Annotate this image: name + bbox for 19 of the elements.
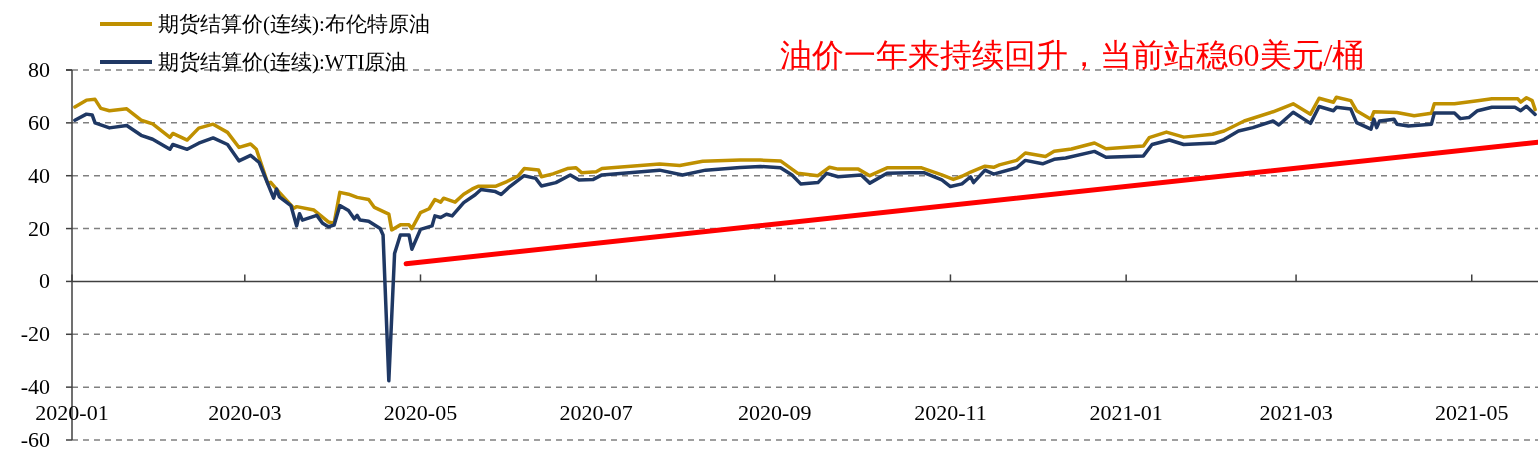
y-tick-label: 60: [28, 109, 50, 135]
y-tick-label: -60: [20, 427, 50, 452]
x-tick-label: 2021-01: [1089, 400, 1163, 425]
y-tick-label: 0: [39, 268, 50, 294]
x-tick-label: 2020-09: [738, 400, 812, 425]
x-tick-label: 2021-05: [1435, 400, 1509, 425]
legend-label: 期货结算价(连续):WTI原油: [158, 50, 407, 74]
legend-label: 期货结算价(连续):布伦特原油: [158, 12, 430, 36]
y-tick-label: -40: [20, 374, 50, 400]
y-tick-label: -20: [20, 321, 50, 347]
x-tick-label: 2020-03: [208, 400, 282, 425]
x-tick-label: 2021-03: [1259, 400, 1333, 425]
x-tick-label: 2020-11: [914, 400, 987, 425]
x-tick-label: 2020-07: [559, 400, 633, 425]
y-tick-label: 20: [28, 215, 50, 241]
annotation: 油价一年来持续回升，当前站稳60美元/桶: [779, 37, 1365, 73]
y-tick-label: 80: [28, 57, 50, 82]
x-tick-label: 2020-05: [383, 400, 458, 425]
y-tick-label: 40: [28, 162, 50, 188]
